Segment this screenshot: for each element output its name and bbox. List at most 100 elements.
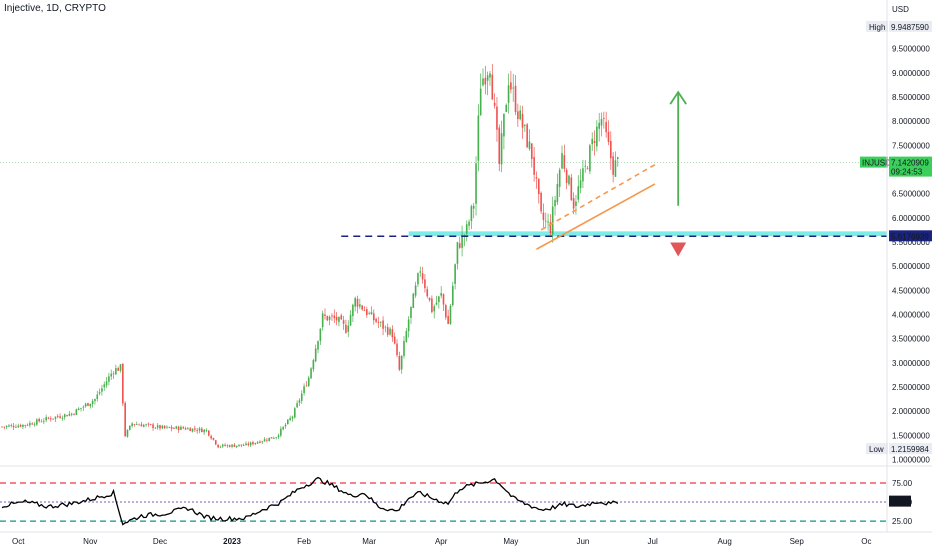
candle: [449, 305, 452, 324]
price-tick-label: 4.0000000: [892, 311, 930, 320]
candle: [201, 428, 203, 433]
candle: [38, 418, 40, 422]
candle: [17, 425, 20, 428]
candle: [180, 426, 182, 430]
candle: [384, 326, 387, 328]
candle: [49, 418, 52, 420]
candle: [493, 102, 496, 106]
candle: [96, 394, 99, 399]
candle: [507, 85, 510, 103]
candle: [391, 329, 394, 338]
price-tick-label: 9.5000000: [892, 45, 930, 54]
candle: [431, 298, 433, 313]
candle: [61, 417, 64, 419]
time-tick-label: Mar: [362, 537, 376, 546]
candle: [468, 221, 470, 226]
candle: [482, 78, 484, 86]
candle: [12, 425, 15, 428]
candle: [498, 127, 501, 164]
candle: [59, 416, 61, 418]
high-value-bg: [889, 20, 932, 32]
candle: [579, 180, 582, 188]
candle: [191, 428, 194, 432]
time-tick-label: Oct: [12, 537, 25, 546]
candle: [147, 423, 150, 425]
candle: [80, 407, 82, 409]
price-tick-label: 3.5000000: [892, 335, 930, 344]
candle: [280, 428, 282, 436]
candle: [214, 440, 217, 445]
candle: [298, 400, 301, 403]
candle: [314, 348, 317, 362]
candle: [505, 104, 508, 112]
candle: [126, 430, 129, 437]
candle: [217, 444, 219, 448]
candle: [352, 304, 354, 317]
drawings-layer[interactable]: [341, 90, 887, 257]
high-value: 9.9487590: [891, 23, 929, 32]
candle: [563, 155, 566, 169]
candle: [456, 242, 459, 264]
rsi-level-label: 75.00: [892, 479, 913, 488]
price-tick-label: 6.5000000: [892, 190, 930, 199]
candle: [266, 439, 268, 441]
candle: [593, 140, 596, 144]
candle: [284, 424, 287, 427]
candle: [224, 444, 226, 446]
candle: [577, 186, 580, 200]
candle: [426, 289, 429, 297]
candle: [145, 424, 147, 426]
candle: [43, 420, 45, 422]
candle: [300, 393, 303, 401]
candle: [263, 439, 266, 442]
candle: [349, 314, 352, 326]
candle: [40, 421, 43, 423]
candle: [419, 271, 422, 273]
candle: [205, 430, 208, 431]
candle: [584, 165, 587, 167]
candle: [47, 417, 50, 419]
candle: [370, 312, 373, 315]
candle: [398, 355, 401, 370]
candle: [45, 417, 47, 421]
candle: [115, 368, 117, 375]
symbol-tag-bg: [860, 156, 888, 168]
candle: [345, 324, 347, 333]
rsi-current-bg: [889, 495, 911, 507]
candle: [421, 273, 424, 280]
candle: [226, 445, 229, 447]
candle: [551, 206, 554, 235]
candle: [389, 328, 391, 335]
candle: [510, 82, 512, 90]
candle: [128, 425, 131, 430]
candle: [445, 305, 447, 318]
candle: [354, 298, 357, 307]
candle: [472, 205, 475, 209]
candle: [442, 294, 445, 305]
candle: [159, 425, 161, 429]
candle: [212, 437, 215, 440]
support-zone-layer: [0, 162, 887, 237]
candle: [221, 444, 224, 447]
candle: [359, 304, 361, 307]
candle: [252, 442, 254, 445]
candle: [52, 418, 54, 420]
candle: [503, 113, 505, 137]
candle: [410, 306, 412, 318]
candle: [400, 355, 403, 370]
price-axis[interactable]: 1.0000000 1.5000000 2.0000000 2.5000000 3.00…: [860, 20, 932, 465]
candle: [33, 424, 36, 426]
candle: [312, 360, 315, 370]
candle: [219, 446, 222, 448]
time-tick-label: May: [503, 537, 518, 546]
candle: [328, 316, 331, 320]
candle: [233, 444, 236, 447]
candle: [614, 160, 617, 177]
candle: [142, 424, 145, 427]
support-zone: [408, 231, 887, 237]
candle: [319, 328, 322, 342]
candle: [589, 145, 591, 172]
candle: [68, 413, 71, 416]
